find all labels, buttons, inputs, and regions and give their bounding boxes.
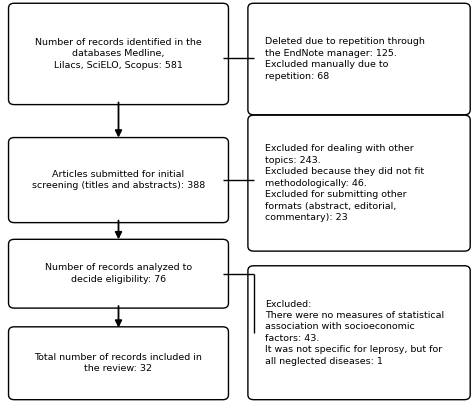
FancyBboxPatch shape	[9, 239, 228, 308]
FancyBboxPatch shape	[248, 115, 470, 251]
Text: Articles submitted for initial
screening (titles and abstracts): 388: Articles submitted for initial screening…	[32, 170, 205, 190]
FancyBboxPatch shape	[248, 3, 470, 115]
Text: Excluded for dealing with other
topics: 243.
Excluded because they did not fit
m: Excluded for dealing with other topics: …	[265, 144, 425, 222]
Text: Number of records identified in the
databases Medline,
Lilacs, SciELO, Scopus: 5: Number of records identified in the data…	[35, 38, 202, 70]
FancyBboxPatch shape	[9, 3, 228, 105]
FancyBboxPatch shape	[9, 138, 228, 223]
Text: Deleted due to repetition through
the EndNote manager: 125.
Excluded manually du: Deleted due to repetition through the En…	[265, 37, 425, 81]
FancyBboxPatch shape	[248, 266, 470, 400]
Text: Excluded:
There were no measures of statistical
association with socioeconomic
f: Excluded: There were no measures of stat…	[265, 300, 445, 366]
Text: Number of records analyzed to
decide eligibility: 76: Number of records analyzed to decide eli…	[45, 263, 192, 284]
Text: Total number of records included in
the review: 32: Total number of records included in the …	[35, 353, 202, 374]
FancyBboxPatch shape	[9, 327, 228, 400]
